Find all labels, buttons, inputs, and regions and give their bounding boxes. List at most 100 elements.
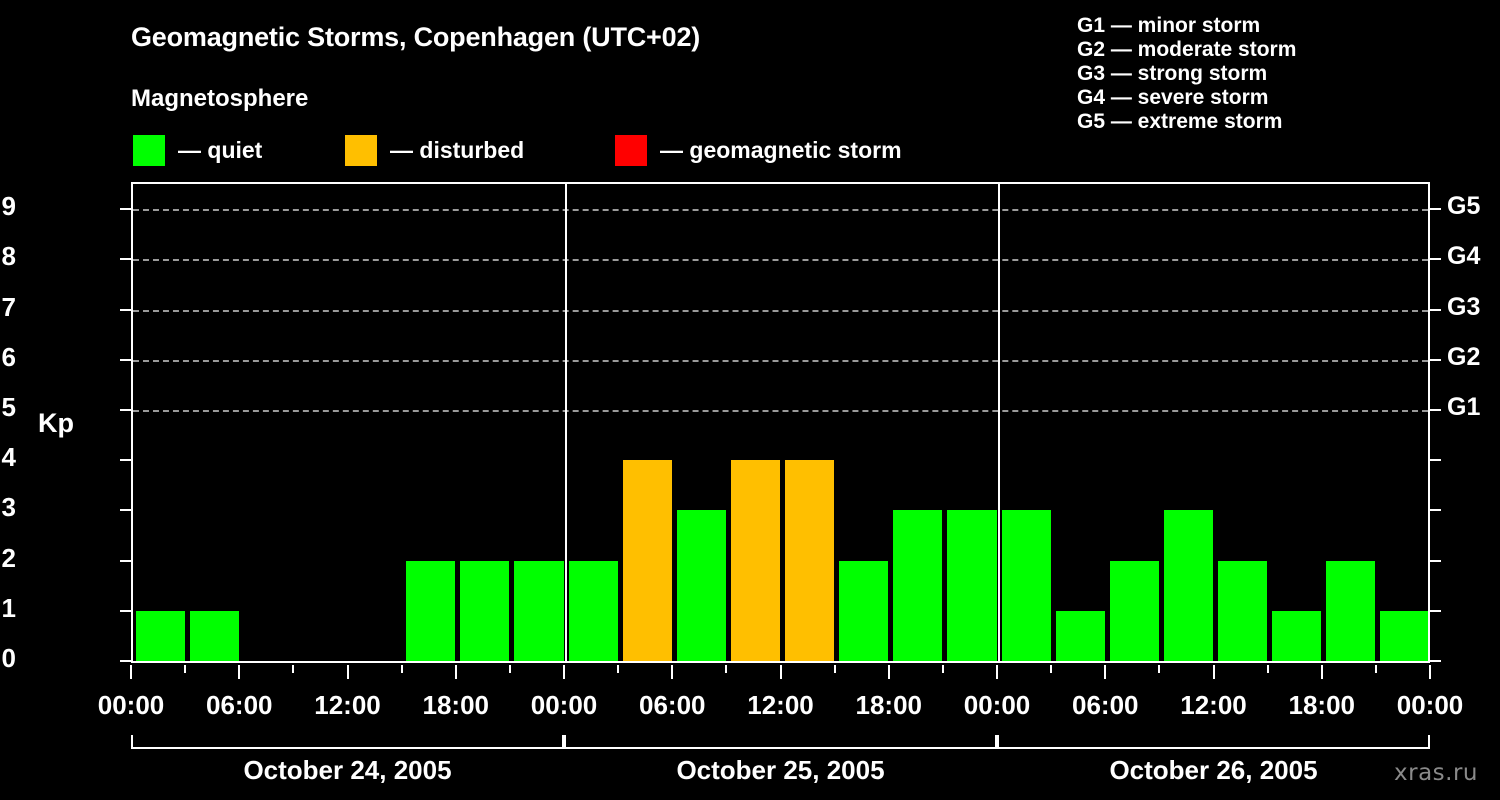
bar (568, 560, 618, 661)
y-tick-mark-6 (120, 358, 131, 361)
bar (785, 460, 835, 661)
y-tick-mark-2 (120, 559, 131, 562)
x-tick-label: 06:00 (639, 690, 706, 720)
x-tick-label: 00:00 (530, 690, 598, 720)
y-tick-mark-8 (120, 258, 131, 261)
x-tick-mark (563, 665, 565, 679)
x-tick-mark (1374, 665, 1377, 673)
g-legend-row-3: G3 — strong storm (1077, 62, 1268, 85)
date-label-1: October 24, 2005 (243, 755, 452, 785)
x-tick-mark (887, 665, 890, 679)
g-legend-row-2: G2 — moderate storm (1077, 38, 1297, 61)
y-tick-mark-9 (120, 208, 131, 211)
bar (1326, 560, 1376, 661)
bar (1380, 610, 1428, 661)
y-tick-mark-right-3 (1430, 509, 1441, 512)
x-tick-mark (400, 665, 403, 673)
y-tick-mark-4 (120, 459, 131, 462)
bar (1218, 560, 1268, 661)
bar (135, 610, 185, 661)
date-bracket-2 (564, 735, 997, 749)
x-tick-label: 18:00 (1288, 690, 1356, 720)
x-tick-mark (833, 665, 836, 673)
x-tick-label: 00:00 (1396, 690, 1464, 720)
bar (1163, 510, 1213, 661)
y-tick-label-3: 3 (1, 492, 16, 523)
bar (514, 560, 564, 661)
bar (1109, 560, 1159, 661)
day-separator-2 (998, 184, 1000, 661)
x-tick-mark (1320, 665, 1323, 679)
legend-label-quiet: — quiet (178, 136, 263, 163)
y-axis-label: Kp (38, 408, 74, 438)
watermark: xras.ru (1394, 760, 1478, 786)
g-tick-label-G2: G2 (1447, 342, 1481, 371)
x-tick-mark (617, 665, 620, 673)
bar (406, 560, 456, 661)
x-tick-mark (941, 665, 944, 673)
legend-swatch-geomagnetic-storm (615, 134, 647, 166)
g-legend-row-4: G4 — severe storm (1077, 86, 1269, 109)
date-label-3: October 26, 2005 (1109, 755, 1318, 785)
x-tick-mark (508, 665, 511, 673)
bar (947, 510, 997, 661)
gridline-kp-8 (133, 259, 1428, 262)
y-tick-label-2: 2 (1, 542, 16, 573)
y-tick-label-6: 6 (1, 341, 16, 372)
gridline-kp-5 (133, 409, 1428, 412)
legend-entry-quiet: — quiet (133, 133, 262, 167)
x-tick-label: 12:00 (1180, 690, 1247, 720)
y-tick-label-7: 7 (1, 291, 16, 322)
x-tick-mark (454, 665, 457, 679)
g-tick-mark-G5 (1430, 208, 1441, 211)
x-tick-mark (671, 665, 674, 679)
x-tick-mark (1050, 665, 1053, 673)
bar (189, 610, 239, 661)
day-separator-1 (565, 184, 567, 661)
plot-area (131, 182, 1430, 663)
x-tick-mark (238, 665, 241, 679)
x-tick-mark (1158, 665, 1161, 673)
x-tick-mark (1266, 665, 1269, 673)
y-tick-mark-right-1 (1430, 609, 1441, 612)
x-tick-mark (292, 665, 295, 673)
gridline-kp-7 (133, 309, 1428, 312)
x-tick-label: 18:00 (422, 690, 490, 720)
g-legend-row-1: G1 — minor storm (1077, 14, 1261, 37)
bar (622, 460, 672, 661)
x-tick-mark (725, 665, 728, 673)
y-tick-label-9: 9 (1, 191, 16, 222)
bar (839, 560, 889, 661)
bar (1055, 610, 1105, 661)
g-tick-mark-G3 (1430, 308, 1441, 311)
x-tick-mark (1104, 665, 1107, 679)
bar (730, 460, 780, 661)
y-tick-mark-1 (120, 609, 131, 612)
g-tick-mark-G1 (1430, 408, 1441, 411)
gridline-kp-9 (133, 209, 1428, 212)
x-tick-label: 18:00 (855, 690, 923, 720)
bar (676, 510, 726, 661)
date-bracket-1 (131, 735, 564, 749)
x-tick-mark (130, 665, 132, 679)
g-legend-row-5: G5 — extreme storm (1077, 110, 1283, 133)
y-tick-label-4: 4 (1, 442, 16, 473)
g-tick-label-G1: G1 (1447, 392, 1481, 421)
legend-swatch-quiet (133, 134, 165, 166)
g-tick-mark-G2 (1430, 358, 1441, 361)
x-tick-mark (184, 665, 187, 673)
x-tick-mark (1212, 665, 1215, 679)
y-tick-mark-7 (120, 308, 131, 311)
g-tick-label-G5: G5 (1447, 192, 1481, 221)
g-scale-legend: G1 — minor storm G2 — moderate storm G3 — … (1077, 14, 1497, 134)
legend-entry-geomagnetic-storm: — geomagnetic storm (615, 133, 902, 167)
bar (460, 560, 510, 661)
x-tick-mark (346, 665, 349, 679)
y-tick-mark-0 (120, 660, 131, 662)
x-tick-label: 12:00 (747, 690, 814, 720)
g-tick-mark-G4 (1430, 258, 1441, 261)
x-tick-mark (1429, 665, 1431, 679)
x-tick-mark (779, 665, 782, 679)
y-tick-label-8: 8 (1, 241, 16, 272)
x-tick-label: 06:00 (206, 690, 273, 720)
